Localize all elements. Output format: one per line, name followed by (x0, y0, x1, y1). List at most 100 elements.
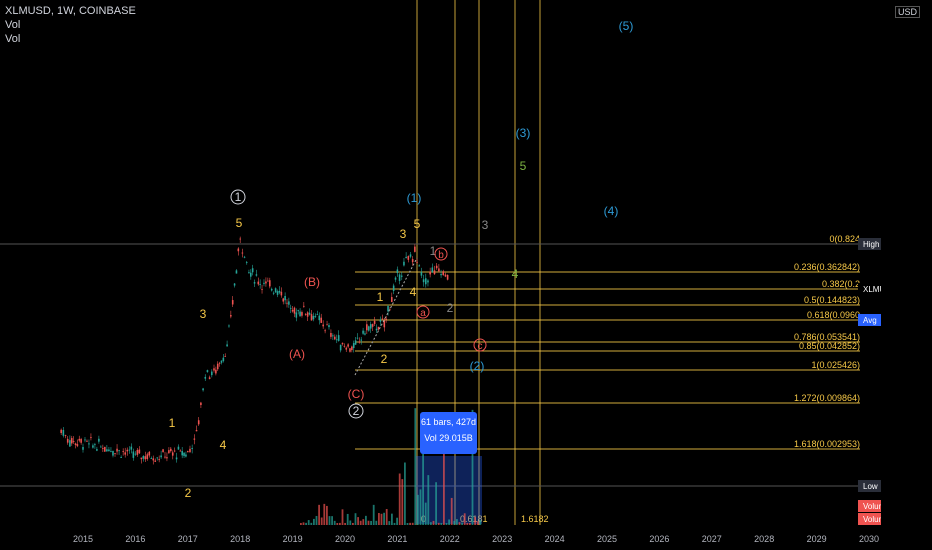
elliott-wave-label: 3 (482, 218, 489, 232)
time-tick-label: 2020 (335, 534, 355, 544)
candle-body (375, 328, 378, 331)
volume-bar (466, 522, 469, 525)
candle-body (208, 377, 211, 379)
volume-indicator-label[interactable]: Vol (5, 19, 21, 31)
volume-bar (406, 522, 409, 525)
fib-level-label: 0(0.824 (829, 234, 860, 244)
volume-bar (432, 520, 435, 525)
candle-body (334, 336, 336, 340)
candle-body (291, 309, 294, 312)
candle-body (320, 317, 323, 323)
candle-body (193, 438, 196, 440)
candle-body (128, 449, 131, 451)
candle-body (78, 438, 81, 441)
volume-bar (479, 519, 482, 525)
candle-body (312, 315, 315, 320)
candle-body (420, 271, 423, 276)
elliott-wave-label: (3) (516, 126, 531, 140)
candle-body (233, 283, 236, 286)
fib-level-label: 0.618(0.0960 (807, 310, 860, 320)
candle-body (136, 449, 139, 455)
candle-body (226, 344, 228, 347)
candle-body (104, 446, 106, 452)
fib-level-label: 1.272(0.009864) (794, 393, 860, 403)
candle-body (318, 315, 321, 321)
volume-bar (305, 522, 307, 525)
candle-body (185, 454, 187, 457)
candle-body (257, 281, 260, 285)
wave-circle (348, 403, 364, 419)
volume-bar (409, 522, 411, 525)
volume-bar (367, 520, 370, 525)
candle-body (110, 451, 112, 452)
candle-body (373, 320, 376, 324)
candle-body (94, 444, 96, 446)
candle-body (248, 272, 250, 274)
elliott-wave-label: (1) (407, 191, 422, 205)
candle-body (142, 456, 145, 459)
volume-bar (463, 513, 466, 525)
candle-body (418, 265, 421, 267)
candle-body (181, 451, 183, 456)
candle-body (267, 280, 269, 282)
elliott-wave-label: (A) (289, 347, 305, 361)
price-axis[interactable] (881, 0, 932, 525)
volume-bar (450, 497, 453, 525)
candle-body (228, 325, 230, 327)
candle-body (364, 333, 366, 335)
volume-bar (352, 522, 354, 525)
candle-body (349, 348, 351, 352)
volume-bar (326, 505, 328, 525)
wave-circle (473, 338, 487, 352)
candle-body (263, 282, 265, 284)
candle-body (328, 325, 330, 328)
candle-body (304, 314, 307, 315)
candle-body (206, 370, 209, 373)
candle-body (250, 272, 252, 277)
candle-body (316, 314, 319, 316)
candle-body (60, 429, 62, 434)
candle-body (98, 438, 100, 442)
volume-bar (318, 504, 320, 525)
elliott-wave-label: b (438, 250, 444, 261)
candle-body (398, 274, 401, 281)
volume-indicator-label[interactable]: Vol (5, 33, 21, 45)
candle-body (171, 452, 174, 456)
candle-body (414, 246, 416, 252)
volume-bar (320, 517, 323, 525)
candle-body (293, 307, 296, 314)
elliott-wave-label: a (420, 308, 426, 319)
fib-level-label: 0.236(0.362842) (794, 262, 860, 272)
price-tag-label: Volume (863, 502, 890, 511)
candle-body (114, 453, 116, 454)
candle-body (387, 306, 389, 312)
candle-body (162, 449, 164, 453)
elliott-wave-label: 3 (400, 227, 407, 241)
candle-body (222, 357, 225, 362)
candle-body (168, 450, 170, 454)
candle-body (62, 430, 65, 436)
volume-bar (323, 503, 326, 525)
volume-bar (422, 427, 424, 525)
candle-body (216, 363, 219, 370)
candle-body (435, 265, 438, 269)
measure-volume: Vol 29.015B (424, 433, 473, 443)
time-tick-label: 2017 (178, 534, 198, 544)
volume-bar (313, 518, 315, 525)
candle-body (261, 289, 263, 290)
candle-body (130, 446, 133, 450)
candle-body (116, 448, 118, 452)
candle-body (72, 441, 75, 442)
candle-body (237, 248, 240, 252)
candle-body (322, 324, 324, 327)
candle-body (202, 388, 204, 391)
candle-body (124, 452, 127, 455)
candle-body (100, 446, 102, 448)
candle-body (175, 457, 178, 460)
wave-circle (416, 305, 430, 319)
candle-body (69, 440, 71, 447)
candle-body (189, 448, 191, 453)
elliott-wave-label: 2 (185, 486, 192, 500)
candle-body (112, 450, 114, 456)
